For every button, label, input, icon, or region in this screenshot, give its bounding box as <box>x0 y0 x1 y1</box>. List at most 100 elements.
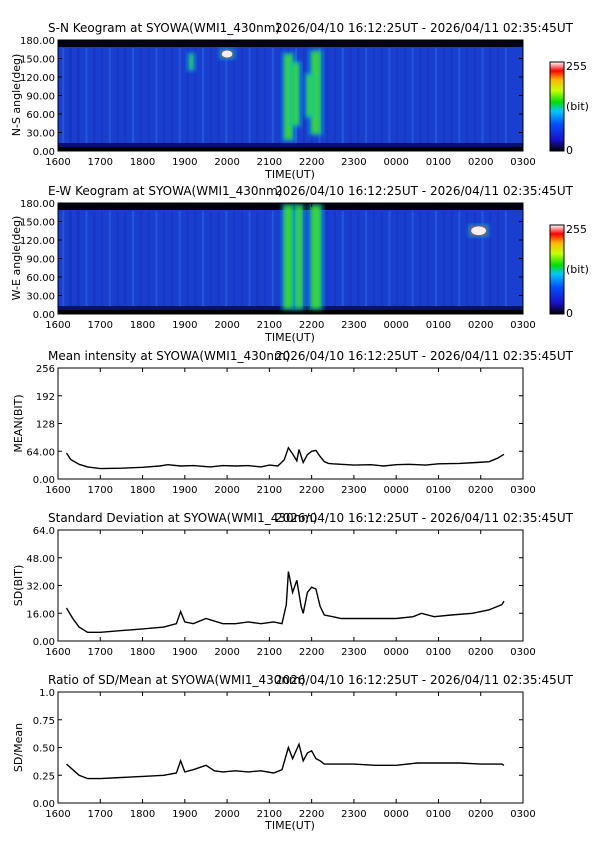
sn-x-tick-label: 0200 <box>468 157 493 168</box>
ew-texture-streak <box>217 211 220 306</box>
ew-edge-band <box>58 310 523 314</box>
mean-x-tick-label: 2300 <box>341 485 366 496</box>
sn-texture-streak <box>504 48 507 143</box>
ratio-x-tick-label: 2200 <box>299 809 324 820</box>
sn-texture-streak <box>62 48 65 143</box>
ratio-y-tick-label: 1.0 <box>39 688 55 699</box>
ew-colorbar-max: 255 <box>566 223 587 236</box>
sd-series-line <box>65 571 505 633</box>
ew-texture-streak <box>403 211 406 306</box>
sn-texture-streak <box>101 48 104 143</box>
ew-texture-streak <box>349 211 352 306</box>
sn-texture-streak <box>388 48 391 143</box>
mean-x-tick-label: 2100 <box>257 485 282 496</box>
ratio-panel: Ratio of SD/Mean at SYOWA(WMI1_430nm)202… <box>12 673 574 832</box>
ratio-series-line <box>66 742 505 780</box>
sd-y-tick-label: 0.00 <box>33 637 55 648</box>
sn-texture-streak <box>108 48 111 143</box>
ew-texture-streak <box>473 211 476 306</box>
ew-texture-streak <box>466 211 469 306</box>
sn-texture-streak <box>372 48 375 143</box>
ew-x-tick-label: 0100 <box>426 320 451 331</box>
sd-title: Standard Deviation at SYOWA(WMI1_430nm) <box>48 511 318 525</box>
ew-texture-streak <box>427 211 430 306</box>
sn-texture-streak <box>93 48 96 143</box>
sn-x-tick-label: 2100 <box>257 157 282 168</box>
sn-colorbar-min: 0 <box>566 144 573 157</box>
mean-x-tick-label: 2200 <box>299 485 324 496</box>
ratio-x-tick-label: 0000 <box>383 809 408 820</box>
ratio-x-tick-label: 1800 <box>130 809 155 820</box>
sd-x-tick-label: 2300 <box>341 647 366 658</box>
ew-texture-streak <box>69 211 72 306</box>
ratio-y-tick-label: 0.50 <box>33 744 55 755</box>
ew-y-tick-label: 0.00 <box>33 310 55 321</box>
sn-texture-streak <box>147 48 150 143</box>
ratio-x-tick-label: 1700 <box>88 809 113 820</box>
sn-texture-streak <box>178 48 181 143</box>
sn-texture-streak <box>264 48 267 143</box>
sn-y-tick-label: 60.00 <box>26 110 55 121</box>
ew-x-tick-label: 2100 <box>257 320 282 331</box>
ratio-title: Ratio of SD/Mean at SYOWA(WMI1_430nm) <box>48 673 305 687</box>
ratio-x-tick-label: 2000 <box>214 809 239 820</box>
sn-texture-streak <box>225 48 228 143</box>
ew-y-tick-label: 60.00 <box>26 273 55 284</box>
mean-ylabel: MEAN(BIT) <box>12 394 25 452</box>
sn-texture-streak <box>124 48 127 143</box>
mean-x-tick-label: 0300 <box>510 485 535 496</box>
line-chart-panels: Mean intensity at SYOWA(WMI1_430nm)2026/… <box>12 349 574 832</box>
mean-y-tick-label: 192 <box>36 392 55 403</box>
ew-texture-streak <box>77 211 80 306</box>
sn-y-tick-label: 120.00 <box>20 73 55 84</box>
sn-texture-streak <box>85 48 88 143</box>
sn-x-tick-label: 1600 <box>45 157 70 168</box>
ew-texture-streak <box>442 211 445 306</box>
ratio-x-tick-label: 1900 <box>172 809 197 820</box>
ew-texture-streak <box>271 211 274 306</box>
ew-texture-streak <box>225 211 228 306</box>
ew-aurora-arc <box>284 205 293 309</box>
ratio-x-tick-label: 2300 <box>341 809 366 820</box>
mean-x-tick-label: 1700 <box>88 485 113 496</box>
mean-x-tick-label: 2000 <box>214 485 239 496</box>
ew-texture-streak <box>147 211 150 306</box>
sn-colorbar-max: 255 <box>566 60 587 73</box>
ew-keogram-range: 2026/04/10 16:12:25UT - 2026/04/11 02:35… <box>275 184 574 198</box>
sn-texture-streak <box>194 48 197 143</box>
sn-texture-streak <box>326 48 329 143</box>
ew-texture-streak <box>209 211 212 306</box>
ew-texture-streak <box>264 211 267 306</box>
sn-keogram-y-ticks: 0.00 30.00 60.00 90.00 120.00 150.00 180.00 <box>20 36 523 158</box>
ew-texture-streak <box>101 211 104 306</box>
sn-x-tick-label: 1900 <box>172 157 197 168</box>
ew-aurora-peak <box>471 226 487 236</box>
ew-texture-streak <box>178 211 181 306</box>
mean-x-tick-label: 0100 <box>426 485 451 496</box>
ew-y-tick-label: 120.00 <box>20 236 55 247</box>
mean-x-tick-label: 1600 <box>45 485 70 496</box>
sn-texture-streak <box>209 48 212 143</box>
sd-x-tick-label: 0300 <box>510 647 535 658</box>
sd-y-tick-label: 32.00 <box>26 582 55 593</box>
sn-texture-streak <box>450 48 453 143</box>
sd-y-tick-label: 64.0 <box>33 526 55 537</box>
ew-texture-streak <box>380 211 383 306</box>
sd-x-tick-label: 2000 <box>214 647 239 658</box>
sn-texture-streak <box>380 48 383 143</box>
sn-texture-streak <box>357 48 360 143</box>
sn-x-tick-label: 1800 <box>130 157 155 168</box>
ew-texture-streak <box>279 211 282 306</box>
sn-texture-streak <box>334 48 337 143</box>
ew-keogram-y-ticks: 0.00 30.00 60.00 90.00 120.00 150.00 180.00 <box>20 199 523 321</box>
mean-y-tick-label: 128 <box>36 420 55 431</box>
ew-texture-streak <box>68 211 71 306</box>
sd-x-tick-label: 0200 <box>468 647 493 658</box>
sn-x-tick-label: 1700 <box>88 157 113 168</box>
mean-y-tick-label: 0.00 <box>33 475 55 486</box>
mean-x-tick-label: 0000 <box>383 485 408 496</box>
sn-texture-streak <box>396 48 399 143</box>
sn-texture-streak <box>155 48 158 143</box>
sd-x-tick-label: 1600 <box>45 647 70 658</box>
ew-x-tick-label: 0000 <box>383 320 408 331</box>
